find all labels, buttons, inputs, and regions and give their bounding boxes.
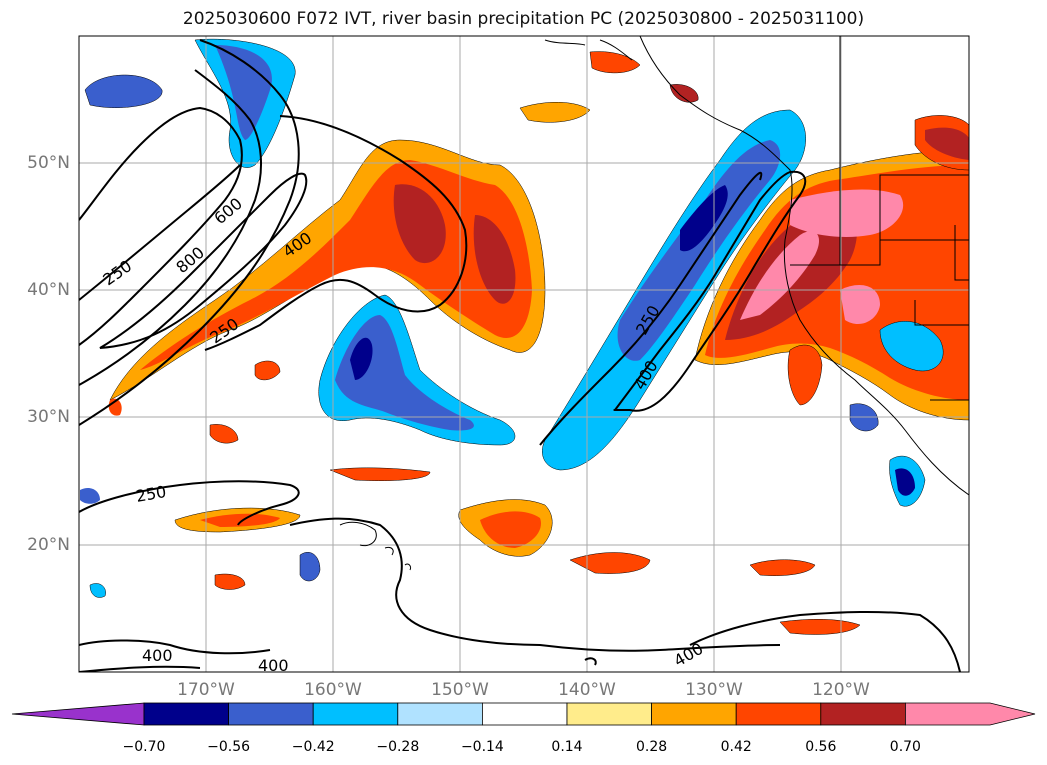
chart-title: 2025030600 F072 IVT, river basin precipi… [182,9,865,29]
lat-label-30n: 30°N [27,407,70,427]
colorbar-segment [651,702,737,726]
colorbar-segment [228,702,314,726]
colorbar-segment [312,702,399,726]
ivt-contours [79,39,961,672]
lon-label-160w: 160°W [304,680,362,700]
colorbar-segment [566,702,652,726]
colorbar-tick: −0.56 [207,739,251,755]
contour-label: 400 [142,646,173,665]
colorbar-segment [820,702,906,726]
colorbar-tick: 0.28 [636,739,668,755]
colorbar-segment [143,702,229,726]
lat-label-40n: 40°N [27,280,70,300]
colorbar-segment [905,702,1036,726]
lon-label-170w: 170°W [177,680,235,700]
contour-label: 400 [671,639,707,671]
lat-label-50n: 50°N [27,153,70,173]
colorbar-segment [11,702,145,726]
map-plot-area: 250 600 800 400 250 250 400 250 400 400 … [79,36,969,675]
lon-label-130w: 130°W [685,680,743,700]
plot-border [78,35,970,673]
lon-label-120w: 120°W [812,680,870,700]
colorbar-tick: 0.56 [805,739,837,755]
grid-lines [79,36,969,672]
colorbar-tick: 0.42 [720,739,752,755]
colorbar-segment [397,702,483,726]
colorbar-tick: 0.70 [889,739,921,755]
lon-label-150w: 150°W [431,680,489,700]
colorbar-tick: −0.42 [291,739,335,755]
colorbar-tick: −0.14 [460,739,504,755]
contour-label: 250 [99,256,135,289]
colorbar-segment [481,702,568,726]
contour-label: 250 [134,482,167,506]
colorbar-tick: −0.28 [376,739,420,755]
colorbar-tick: −0.70 [122,739,166,755]
contour-label: 800 [172,243,208,277]
colorbar-segment [735,702,822,726]
contour-label: 400 [258,656,289,675]
lat-label-20n: 20°N [27,535,70,555]
precip-shading [80,38,969,635]
lon-label-140w: 140°W [558,680,616,700]
colorbar-tick: 0.14 [551,739,583,755]
colorbar [11,702,1036,726]
coastlines [339,36,969,571]
contour-label: 600 [210,194,246,228]
